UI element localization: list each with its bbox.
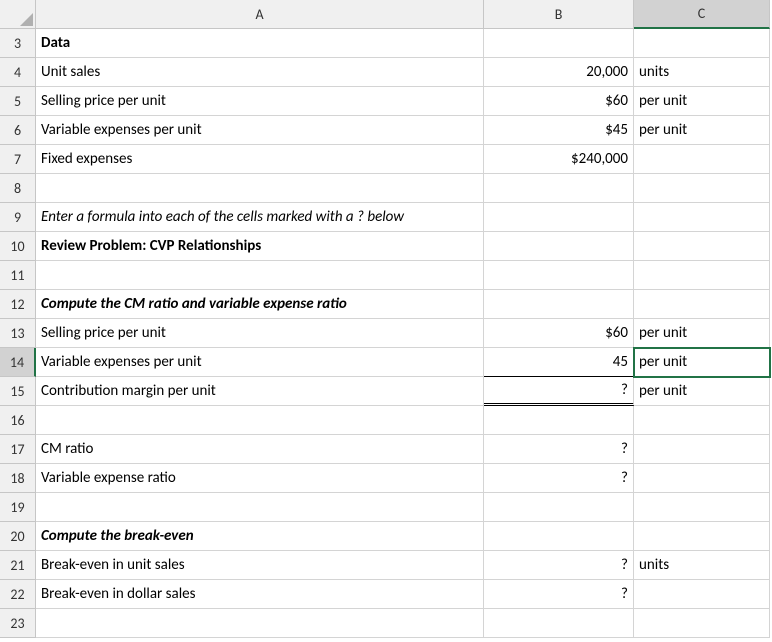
cell-B7[interactable]: $240,000 [484,145,634,174]
cell-B10[interactable] [484,232,634,261]
cell-A9[interactable]: Enter a formula into each of the cells m… [36,203,484,232]
cell-B20[interactable] [484,522,634,551]
cell-A19[interactable] [36,493,484,522]
cell-B12[interactable] [484,290,634,319]
cell-C12[interactable] [634,290,770,319]
cell-C4[interactable]: units [634,58,770,87]
cell-C20[interactable] [634,522,770,551]
cell-C14[interactable]: per unit [634,348,770,377]
cell-B19[interactable] [484,493,634,522]
cell-C18[interactable] [634,464,770,493]
row-header-13[interactable]: 13 [0,319,36,348]
row-header-17[interactable]: 17 [0,435,36,464]
col-header-A[interactable]: A [36,0,484,29]
row-header-12[interactable]: 12 [0,290,36,319]
cell-B22[interactable]: ? [484,580,634,609]
row-header-4[interactable]: 4 [0,58,36,87]
cell-A8[interactable] [36,174,484,203]
cell-B14[interactable]: 45 [484,348,634,377]
col-header-B[interactable]: B [484,0,634,29]
cell-B6[interactable]: $45 [484,116,634,145]
cell-C3[interactable] [634,29,770,58]
cell-B16[interactable] [484,406,634,435]
row-header-15[interactable]: 15 [0,377,36,406]
cell-B23[interactable] [484,609,634,638]
col-header-C[interactable]: C [634,0,770,29]
row-header-11[interactable]: 11 [0,261,36,290]
cell-A3[interactable]: Data [36,29,484,58]
cell-C7[interactable] [634,145,770,174]
cell-B8[interactable] [484,174,634,203]
cell-C13[interactable]: per unit [634,319,770,348]
cell-C22[interactable] [634,580,770,609]
cell-text-A9: Enter a formula into each of the cells m… [41,208,404,226]
cell-B21[interactable]: ? [484,551,634,580]
cell-C10[interactable] [634,232,770,261]
cell-A15[interactable]: Contribution margin per unit [36,377,484,406]
cell-C19[interactable] [634,493,770,522]
cell-A22[interactable]: Break-even in dollar sales [36,580,484,609]
row-header-22[interactable]: 22 [0,580,36,609]
cell-A21[interactable]: Break-even in unit sales [36,551,484,580]
cell-A20[interactable]: Compute the break-even [36,522,484,551]
cell-B15[interactable]: ? [484,377,634,406]
cell-A4[interactable]: Unit sales [36,58,484,87]
row-header-9[interactable]: 9 [0,203,36,232]
cell-C9[interactable] [634,203,770,232]
row-header-10[interactable]: 10 [0,232,36,261]
row-header-21[interactable]: 21 [0,551,36,580]
cell-C6[interactable]: per unit [634,116,770,145]
row-header-19[interactable]: 19 [0,493,36,522]
cell-C21[interactable]: units [634,551,770,580]
cell-C16[interactable] [634,406,770,435]
cell-A7[interactable]: Fixed expenses [36,145,484,174]
cell-text-A12: Compute the CM ratio and variable expens… [41,295,347,313]
select-all-corner[interactable] [0,0,36,29]
row-header-8[interactable]: 8 [0,174,36,203]
cell-B11[interactable] [484,261,634,290]
cell-B17[interactable]: ? [484,435,634,464]
row-header-5[interactable]: 5 [0,87,36,116]
cell-C11[interactable] [634,261,770,290]
cell-A10[interactable]: Review Problem: CVP Relationships [36,232,484,261]
row-header-7[interactable]: 7 [0,145,36,174]
cell-B13[interactable]: $60 [484,319,634,348]
cell-A13[interactable]: Selling price per unit [36,319,484,348]
row-header-6[interactable]: 6 [0,116,36,145]
cell-C17[interactable] [634,435,770,464]
cell-B3[interactable] [484,29,634,58]
spreadsheet-grid[interactable]: ABC3Data4Unit sales20,000units5Selling p… [0,0,772,638]
cell-C15[interactable]: per unit [634,377,770,406]
row-header-18[interactable]: 18 [0,464,36,493]
cell-B9[interactable] [484,203,634,232]
cell-B18[interactable]: ? [484,464,634,493]
cell-A23[interactable] [36,609,484,638]
cell-A11[interactable] [36,261,484,290]
cell-A14[interactable]: Variable expenses per unit [36,348,484,377]
cell-B5[interactable]: $60 [484,87,634,116]
cell-A5[interactable]: Selling price per unit [36,87,484,116]
cell-C5[interactable]: per unit [634,87,770,116]
cell-A16[interactable] [36,406,484,435]
cell-A17[interactable]: CM ratio [36,435,484,464]
row-header-23[interactable]: 23 [0,609,36,638]
row-header-3[interactable]: 3 [0,29,36,58]
cell-B4[interactable]: 20,000 [484,58,634,87]
cell-C23[interactable] [634,609,770,638]
row-header-16[interactable]: 16 [0,406,36,435]
row-header-20[interactable]: 20 [0,522,36,551]
cell-A6[interactable]: Variable expenses per unit [36,116,484,145]
row-header-14[interactable]: 14 [0,348,36,377]
cell-C8[interactable] [634,174,770,203]
cell-A18[interactable]: Variable expense ratio [36,464,484,493]
cell-A12[interactable]: Compute the CM ratio and variable expens… [36,290,484,319]
